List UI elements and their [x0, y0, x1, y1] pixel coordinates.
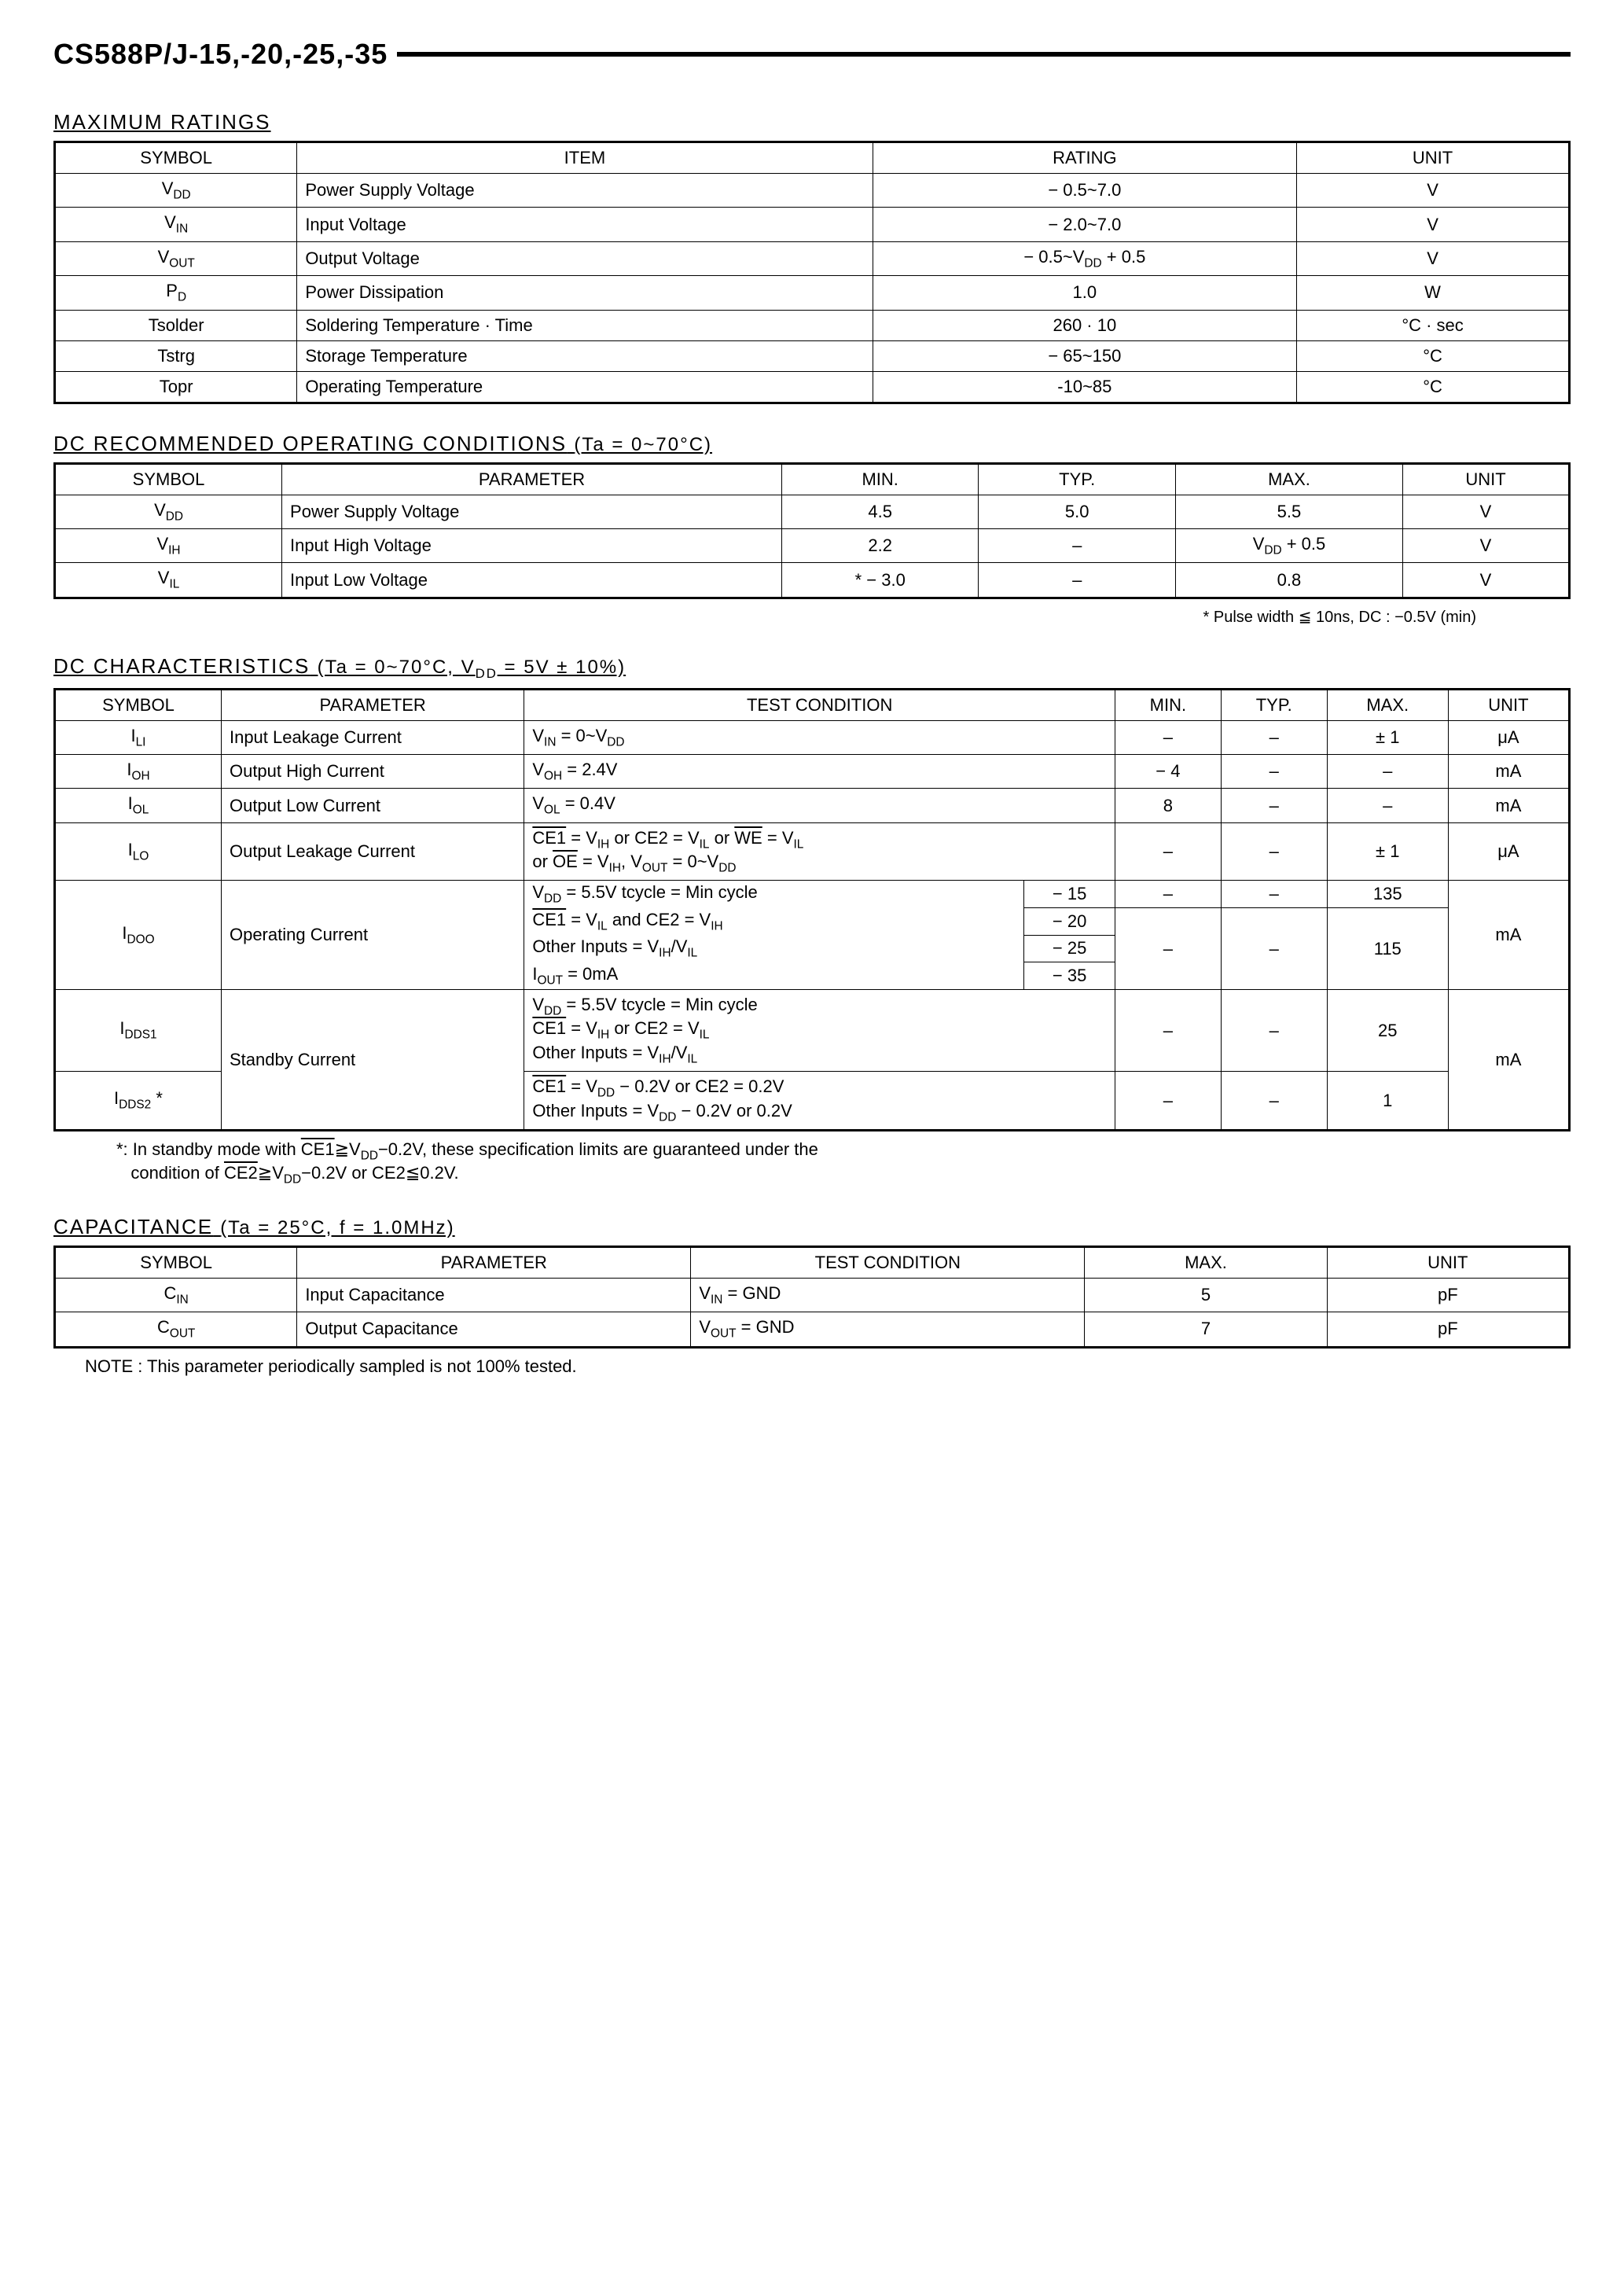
section-title-capacitance: CAPACITANCE (Ta = 25°C, f = 1.0MHz): [53, 1215, 1571, 1239]
table-header-row: SYMBOL ITEM RATING UNIT: [55, 142, 1570, 174]
table-row: IOHOutput High CurrentVOH = 2.4V− 4––mA: [55, 754, 1570, 788]
part-number-header: CS588P/J-15,-20,-25,-35: [53, 38, 1571, 71]
col-rating: RATING: [873, 142, 1297, 174]
table-row: VOUTOutput Voltage− 0.5~VDD + 0.5V: [55, 241, 1570, 275]
table-row: ToprOperating Temperature-10~85°C: [55, 371, 1570, 403]
table-row: ILOOutput Leakage CurrentCE1 = VIH or CE…: [55, 822, 1570, 881]
section-title-characteristics: DC CHARACTERISTICS (Ta = 0~70°C, VDD = 5…: [53, 654, 1571, 682]
table-row: PDPower Dissipation1.0W: [55, 276, 1570, 310]
table-header-row: SYMBOL PARAMETER TEST CONDITION MAX. UNI…: [55, 1246, 1570, 1278]
recommended-table: SYMBOL PARAMETER MIN. TYP. MAX. UNIT VDD…: [53, 462, 1571, 599]
table-row: TstrgStorage Temperature− 65~150°C: [55, 340, 1570, 371]
recommended-footnote: * Pulse width ≦ 10ns, DC : −0.5V (min): [53, 607, 1476, 627]
table-header-row: SYMBOL PARAMETER TEST CONDITION MIN. TYP…: [55, 689, 1570, 720]
max-ratings-table: SYMBOL ITEM RATING UNIT VDDPower Supply …: [53, 141, 1571, 404]
table-header-row: SYMBOL PARAMETER MIN. TYP. MAX. UNIT: [55, 463, 1570, 495]
part-number-text: CS588P/J-15,-20,-25,-35: [53, 38, 388, 71]
table-row: COUTOutput CapacitanceVOUT = GND7pF: [55, 1312, 1570, 1347]
table-row: CINInput CapacitanceVIN = GND5pF: [55, 1278, 1570, 1312]
col-item: ITEM: [297, 142, 873, 174]
section-title-recommended: DC RECOMMENDED OPERATING CONDITIONS (Ta …: [53, 432, 1571, 456]
table-row: ILIInput Leakage CurrentVIN = 0~VDD––± 1…: [55, 720, 1570, 754]
table-row: VDDPower Supply Voltage4.55.05.5V: [55, 495, 1570, 528]
table-row: VINInput Voltage− 2.0~7.0V: [55, 208, 1570, 241]
capacitance-table: SYMBOL PARAMETER TEST CONDITION MAX. UNI…: [53, 1246, 1571, 1349]
col-symbol: SYMBOL: [55, 142, 297, 174]
table-row: TsolderSoldering Temperature · Time260 ·…: [55, 310, 1570, 340]
horizontal-rule: [397, 52, 1571, 57]
table-row: VILInput Low Voltage* − 3.0–0.8V: [55, 563, 1570, 598]
table-row: VIHInput High Voltage2.2–VDD + 0.5V: [55, 528, 1570, 562]
table-row: VDDPower Supply Voltage− 0.5~7.0V: [55, 174, 1570, 208]
table-row: IOLOutput Low CurrentVOL = 0.4V8––mA: [55, 789, 1570, 822]
characteristics-table: SYMBOL PARAMETER TEST CONDITION MIN. TYP…: [53, 688, 1571, 1131]
table-row: IDOO Operating Current VDD = 5.5V tcycle…: [55, 881, 1570, 908]
section-title-max-ratings: MAXIMUM RATINGS: [53, 110, 1571, 134]
characteristics-footnote: *: In standby mode with CE1≧VDD−0.2V, th…: [116, 1139, 1571, 1187]
col-unit: UNIT: [1297, 142, 1570, 174]
capacitance-note: NOTE : This parameter periodically sampl…: [85, 1356, 1571, 1377]
table-row: IDDS1Standby CurrentVDD = 5.5V tcycle = …: [55, 990, 1570, 1072]
